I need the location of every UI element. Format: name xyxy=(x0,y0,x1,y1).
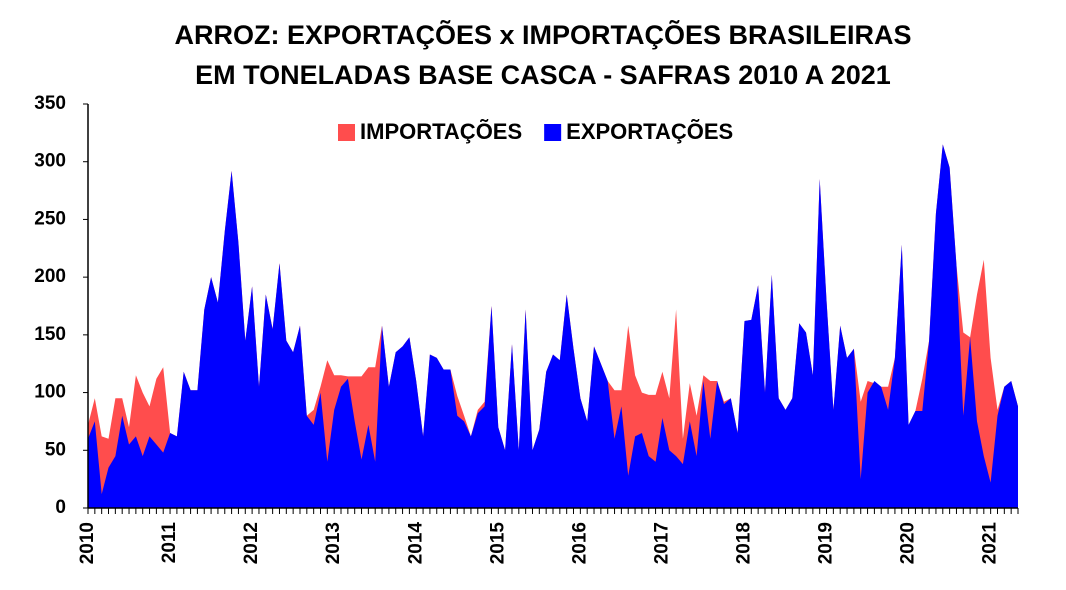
x-tick-label: 2010 xyxy=(77,522,98,564)
y-tick-label: 300 xyxy=(34,151,66,172)
x-tick-label: 2016 xyxy=(569,522,590,564)
y-tick-label: 150 xyxy=(34,324,66,345)
y-tick-label: 100 xyxy=(34,382,66,403)
legend-swatch xyxy=(544,124,562,141)
y-tick-label: 350 xyxy=(34,93,66,114)
x-tick-label: 2017 xyxy=(651,522,672,564)
x-tick-label: 2020 xyxy=(898,522,919,564)
x-tick-label: 2012 xyxy=(241,522,262,564)
x-tick-label: 2019 xyxy=(816,522,837,564)
x-tick-label: 2013 xyxy=(323,522,344,564)
x-tick-label: 2021 xyxy=(980,522,1001,565)
area xyxy=(88,144,1018,508)
chart-title: EM TONELADAS BASE CASCA - SAFRAS 2010 A … xyxy=(195,60,891,90)
legend-label: EXPORTAÇÕES xyxy=(566,119,733,144)
x-tick-label: 2018 xyxy=(733,522,754,564)
legend-swatch xyxy=(338,124,355,141)
y-tick-label: 50 xyxy=(45,439,66,460)
chart-title: ARROZ: EXPORTAÇÕES x IMPORTAÇÕES BRASILE… xyxy=(174,19,911,50)
y-tick-label: 250 xyxy=(34,208,66,229)
x-tick-label: 2015 xyxy=(487,522,508,565)
x-tick-label: 2014 xyxy=(405,522,426,565)
x-tick-label: 2011 xyxy=(159,522,180,564)
y-tick-label: 0 xyxy=(55,497,66,518)
y-tick-label: 200 xyxy=(34,266,66,287)
legend-label: IMPORTAÇÕES xyxy=(360,119,522,144)
